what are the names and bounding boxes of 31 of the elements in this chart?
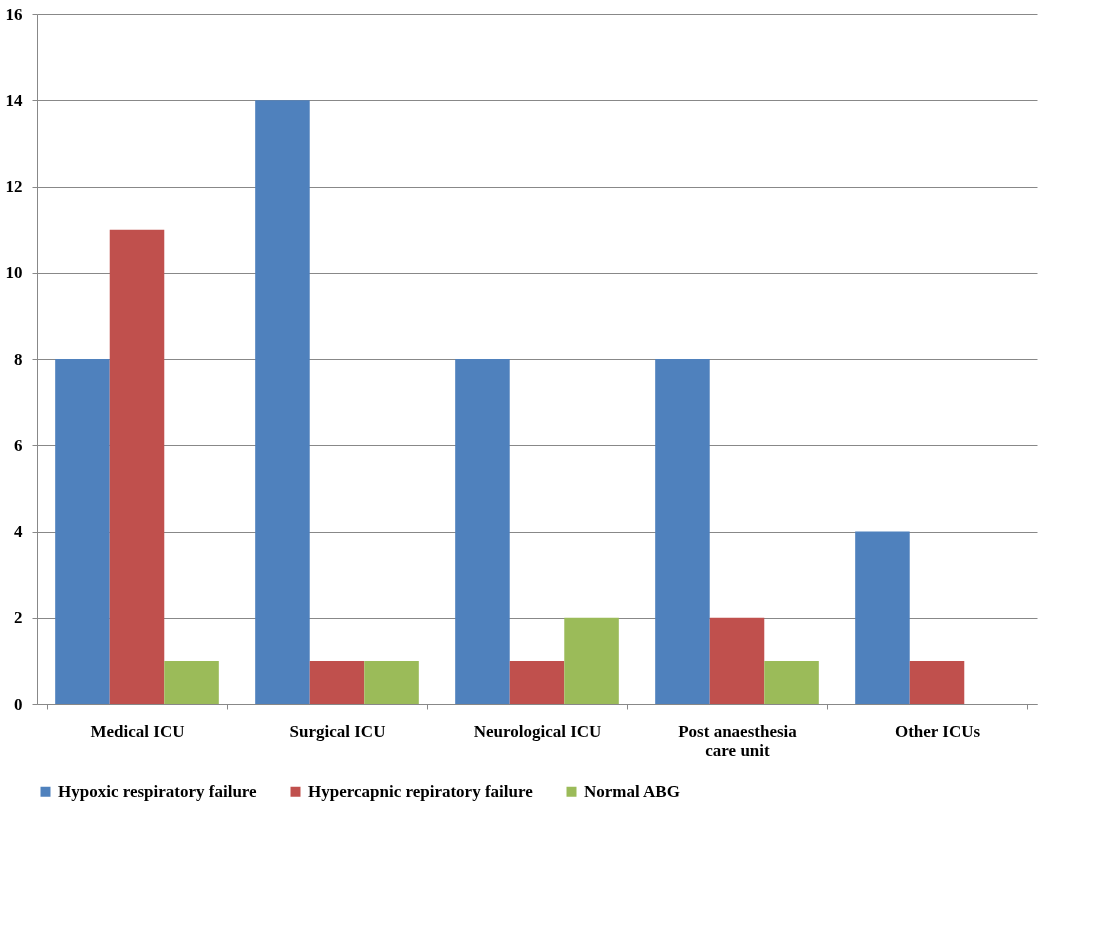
x-tick-label: Other ICUs: [894, 721, 981, 741]
y-tick-label: 6: [14, 435, 23, 455]
bar: [164, 660, 219, 704]
y-tick-label: 14: [5, 90, 23, 110]
bar: [255, 100, 310, 704]
y-tick-label: 12: [5, 177, 23, 196]
bar: [655, 359, 710, 704]
bar: [309, 660, 365, 704]
bar: [855, 531, 910, 704]
x-tick-label: Neurological ICU: [473, 721, 602, 741]
bar: [564, 617, 619, 704]
legend-label: Hypoxic respiratory failure: [58, 781, 258, 801]
y-tick-label: 10: [5, 263, 23, 283]
bar: [764, 660, 819, 704]
legend-label: Normal ABG: [584, 781, 680, 801]
bar: [364, 660, 419, 704]
y-tick-label: 4: [14, 522, 23, 541]
bar: [509, 660, 565, 704]
y-tick-label: 2: [14, 608, 23, 628]
x-tick-label: Medical ICU: [90, 721, 185, 741]
y-tick-label: 0: [14, 694, 23, 714]
legend-label: Hypercapnic repiratory failure: [308, 781, 534, 801]
bar: [455, 359, 510, 704]
y-tick-label: 8: [14, 349, 23, 369]
bar: [909, 660, 965, 704]
y-tick-label: 16: [5, 4, 23, 24]
x-tick-label: Post anaesthesia care unit: [678, 721, 798, 760]
bar: [109, 229, 165, 704]
bar: [55, 359, 110, 704]
x-tick-label: Surgical ICU: [289, 721, 386, 741]
bar: [709, 617, 765, 704]
